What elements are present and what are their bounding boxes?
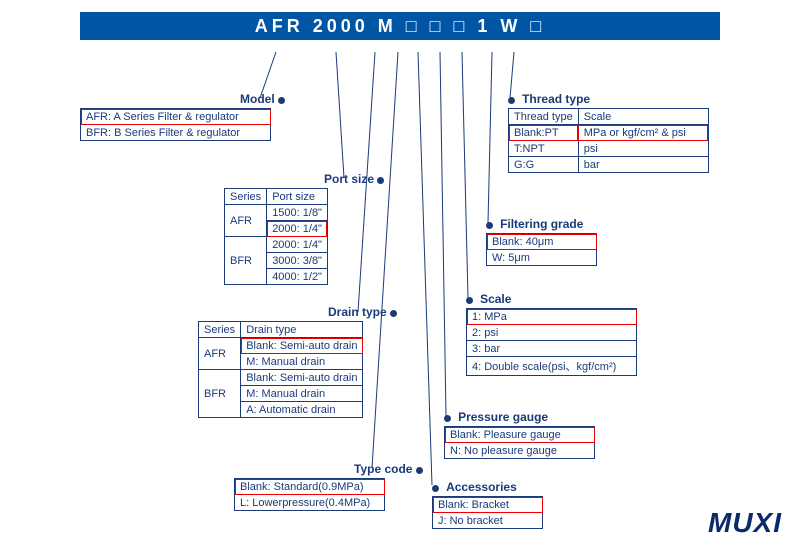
- column-header: Thread type: [509, 109, 579, 125]
- option-cell: L: Lowerpressure(0.4MPa): [235, 495, 385, 511]
- option-table: Blank: BracketJ: No bracket: [432, 496, 543, 529]
- option-cell: N: No pleasure gauge: [445, 443, 595, 459]
- option-cell: Blank: Pleasure gauge: [445, 427, 595, 443]
- section-label: Port size: [324, 172, 374, 186]
- option-cell: M: Manual drain: [241, 354, 363, 370]
- model-block: Model AFR: A Series Filter & regulatorBF…: [80, 92, 289, 141]
- drainType-block: Drain type SeriesDrain typeAFRBlank: Sem…: [198, 305, 401, 418]
- bullet-icon: [377, 177, 384, 184]
- filteringGrade-block: Filtering grade Blank: 40μmW: 5μm: [486, 217, 597, 266]
- brand-logo: MUXI: [708, 507, 782, 539]
- option-table: SeriesPort sizeAFR1500: 1/8"2000: 1/4"BF…: [224, 188, 328, 285]
- bullet-icon: [390, 310, 397, 317]
- section-label: Filtering grade: [500, 217, 583, 231]
- option-cell: 4: Double scale(psi、kgf/cm²): [467, 357, 637, 376]
- option-cell: 2: psi: [467, 325, 637, 341]
- column-header: Drain type: [241, 322, 363, 338]
- option-table: Blank: Standard(0.9MPa)L: Lowerpressure(…: [234, 478, 385, 511]
- bullet-icon: [432, 485, 439, 492]
- bullet-icon: [278, 97, 285, 104]
- option-cell: Blank: Standard(0.9MPa): [235, 479, 385, 495]
- option-cell: 4000: 1/2": [267, 269, 328, 285]
- option-cell: AFR: A Series Filter & regulator: [81, 109, 271, 125]
- option-table: 1: MPa2: psi3: bar4: Double scale(psi、kg…: [466, 308, 637, 376]
- option-cell: A: Automatic drain: [241, 402, 363, 418]
- option-cell: Blank:PT: [509, 125, 579, 141]
- bullet-icon: [444, 415, 451, 422]
- option-cell: 1500: 1/8": [267, 205, 328, 221]
- section-label: Type code: [354, 462, 412, 476]
- option-cell: bar: [578, 157, 708, 173]
- section-label: Scale: [480, 292, 511, 306]
- option-cell: T:NPT: [509, 141, 579, 157]
- section-label: Thread type: [522, 92, 590, 106]
- scale-block: Scale 1: MPa2: psi3: bar4: Double scale(p…: [466, 292, 637, 376]
- threadType-block: Thread typeThread typeScaleBlank:PTMPa o…: [508, 92, 709, 173]
- bullet-icon: [416, 467, 423, 474]
- bullet-icon: [486, 222, 493, 229]
- bullet-icon: [508, 97, 515, 104]
- header-text: AFR 2000 M □ □ □ 1 W □: [255, 16, 546, 36]
- option-cell: MPa or kgf/cm² & psi: [578, 125, 708, 141]
- option-cell: 1: MPa: [467, 309, 637, 325]
- option-cell: 3: bar: [467, 341, 637, 357]
- series-cell: BFR: [199, 370, 241, 418]
- section-label: Model: [240, 92, 275, 106]
- column-header: Port size: [267, 189, 328, 205]
- option-cell: Blank: 40μm: [487, 234, 597, 250]
- option-cell: Blank: Bracket: [433, 497, 543, 513]
- portSize-block: Port size SeriesPort sizeAFR1500: 1/8"20…: [224, 172, 388, 285]
- accessories-block: Accessories Blank: BracketJ: No bracket: [432, 480, 543, 529]
- bullet-icon: [466, 297, 473, 304]
- section-label: Pressure gauge: [458, 410, 548, 424]
- option-cell: 3000: 3/8": [267, 253, 328, 269]
- option-cell: 2000: 1/4": [267, 237, 328, 253]
- option-cell: W: 5μm: [487, 250, 597, 266]
- pressureGauge-block: Pressure gauge Blank: Pleasure gaugeN: No…: [444, 410, 595, 459]
- option-cell: BFR: B Series Filter & regulator: [81, 125, 271, 141]
- option-table: Thread typeScaleBlank:PTMPa or kgf/cm² &…: [508, 108, 709, 173]
- column-header: Series: [225, 189, 267, 205]
- option-table: SeriesDrain typeAFRBlank: Semi-auto drai…: [198, 321, 363, 418]
- option-cell: psi: [578, 141, 708, 157]
- option-table: AFR: A Series Filter & regulatorBFR: B S…: [80, 108, 271, 141]
- part-number-header: AFR 2000 M □ □ □ 1 W □: [80, 12, 720, 40]
- column-header: Scale: [578, 109, 708, 125]
- option-table: Blank: Pleasure gaugeN: No pleasure gaug…: [444, 426, 595, 459]
- option-cell: J: No bracket: [433, 513, 543, 529]
- series-cell: BFR: [225, 237, 267, 285]
- series-cell: AFR: [199, 338, 241, 370]
- option-cell: 2000: 1/4": [267, 221, 328, 237]
- section-label: Drain type: [328, 305, 387, 319]
- option-cell: G:G: [509, 157, 579, 173]
- series-cell: AFR: [225, 205, 267, 237]
- option-cell: M: Manual drain: [241, 386, 363, 402]
- section-label: Accessories: [446, 480, 517, 494]
- option-cell: Blank: Semi-auto drain: [241, 338, 363, 354]
- typeCode-block: Type code Blank: Standard(0.9MPa)L: Lowe…: [234, 462, 427, 511]
- option-table: Blank: 40μmW: 5μm: [486, 233, 597, 266]
- column-header: Series: [199, 322, 241, 338]
- option-cell: Blank: Semi-auto drain: [241, 370, 363, 386]
